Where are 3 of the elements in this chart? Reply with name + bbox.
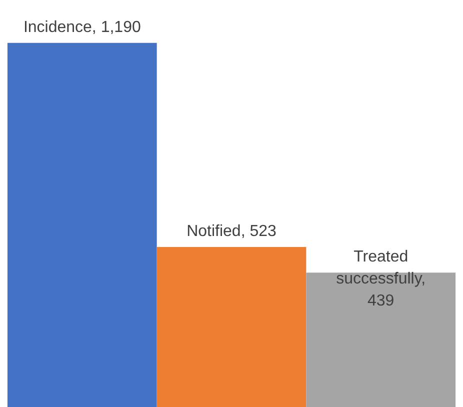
- data-label: Treated successfully, 439: [336, 248, 426, 310]
- data-label: Notified, 523: [186, 222, 277, 240]
- data-label: Incidence, 1,190: [23, 18, 141, 36]
